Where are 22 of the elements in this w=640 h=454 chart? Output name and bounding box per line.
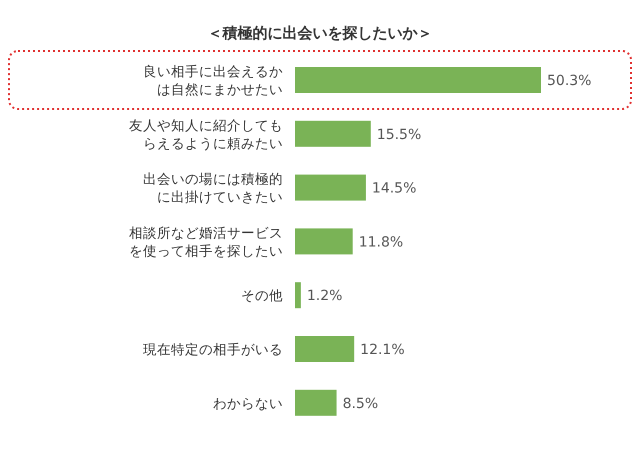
y-tick-label: 良い相手に出会えるかは自然にまかせたい: [143, 64, 283, 98]
y-tick-label: その他: [241, 288, 283, 304]
data-label: 11.8%: [358, 234, 404, 250]
bar: [295, 390, 337, 416]
y-tick-label: 友人や知人に紹介してもらえるように頼みたい: [129, 118, 283, 152]
data-label: 15.5%: [376, 126, 422, 143]
chart-title: ＜積極的に出会いを探したいか＞: [208, 24, 432, 42]
y-tick-label: わからない: [213, 396, 283, 412]
data-label: 8.5%: [342, 396, 378, 412]
bar: [295, 228, 353, 254]
bar: [295, 120, 371, 147]
y-tick-label: 出会いの場には積極的に出掛けていきたい: [143, 172, 283, 206]
y-tick-label: 現在特定の相手がいる: [143, 342, 283, 358]
bar: [295, 67, 541, 93]
bar: [295, 174, 366, 201]
data-label: 1.2%: [306, 288, 342, 304]
bar: [295, 282, 301, 308]
data-label: 14.5%: [372, 180, 416, 197]
bar: [295, 336, 354, 362]
data-label: 50.3%: [547, 73, 592, 89]
y-tick-label: 相談所など婚活サービスを使って相手を探したい: [129, 225, 283, 260]
data-label: 12.1%: [360, 342, 405, 358]
